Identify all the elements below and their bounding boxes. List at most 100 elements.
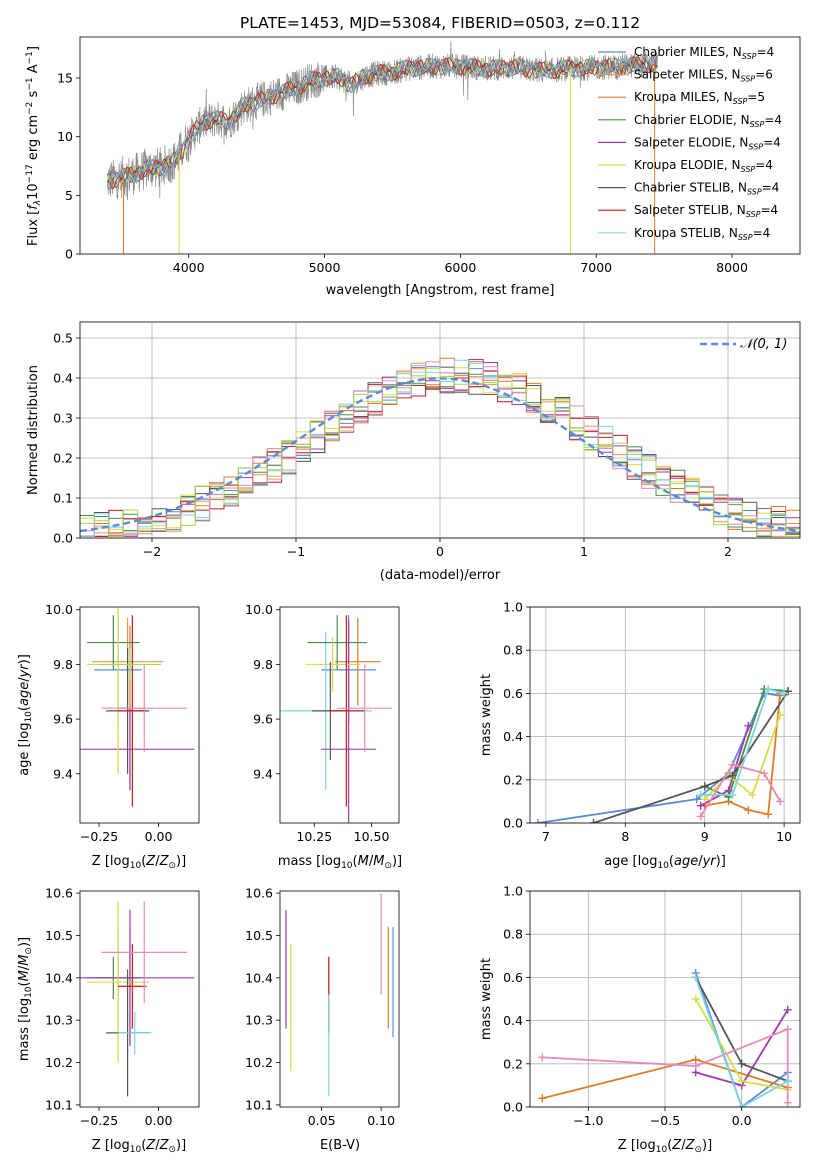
weight-marker	[780, 689, 789, 698]
y-tick-label: 9.6	[253, 712, 273, 727]
weight-marker	[737, 1077, 746, 1086]
age_vs_z-xlabel: Z [log10(Z/Z⊙)]	[92, 854, 186, 871]
y-tick-label: 10.1	[245, 1097, 273, 1112]
weight-marker	[783, 1025, 792, 1034]
y-tick-label: 0.4	[503, 729, 523, 744]
residual-histograms	[80, 357, 800, 538]
x-tick-label: 8000	[716, 260, 748, 275]
weight-marker	[691, 973, 700, 982]
mass_vs_ebv-xlabel: E(B-V)	[320, 1138, 360, 1153]
weight-marker	[691, 995, 700, 1003]
legend-label: Kroupa STELIB, NSSP=4	[634, 226, 770, 242]
y-tick-label: 10.3	[45, 1013, 73, 1028]
x-tick-label: 10.50	[354, 829, 390, 844]
y-tick-label: 0.0	[503, 816, 523, 831]
y-tick-label: 10	[57, 129, 73, 144]
weight-marker	[783, 1077, 792, 1086]
y-tick-label: 0.6	[503, 970, 523, 985]
mass_vs_z-ylabel: mass [log10(M/M⊙)]	[17, 937, 34, 1061]
weight-marker	[728, 760, 737, 769]
spectrum-legend: Chabrier MILES, NSSP=4 Salpeter MILES, NS…	[598, 45, 782, 242]
x-tick-label: 7000	[580, 260, 612, 275]
spectrum-frame	[79, 36, 801, 255]
weight-marker	[744, 806, 753, 815]
y-tick-label: 10.6	[45, 886, 73, 901]
legend-label: Kroupa ELODIE, NSSP=4	[634, 158, 773, 174]
model-spectrum-chabrier_stelib	[107, 55, 658, 189]
y-tick-label: 0.4	[53, 371, 73, 386]
x-tick-label: 2	[724, 544, 732, 559]
residuals-axes: −2 −1 0 1 2 0.0 0.1 0.2 0.3 0.4 0.5	[53, 322, 800, 559]
weight_vs_z-lines	[538, 969, 792, 1107]
age_vs_z-points	[80, 607, 195, 807]
age_vs_mass-points	[280, 615, 393, 823]
y-tick-label: 9.8	[253, 657, 273, 672]
spectrum-ylabel: Flux [fλ10−17 erg cm−2 s−1 A−1]	[25, 46, 43, 246]
weight-line-kroupa_elodie	[704, 714, 781, 800]
weight-marker	[724, 786, 733, 795]
age_vs_mass-frame	[279, 606, 400, 824]
spectrum-xlabel: wavelength [Angstrom, rest frame]	[326, 283, 555, 298]
y-tick-label: 0.2	[503, 772, 523, 787]
weight-marker	[696, 801, 705, 810]
x-tick-label: 5000	[309, 260, 341, 275]
y-tick-label: 10.6	[245, 886, 273, 901]
weight_vs_z-xlabel: Z [log10(Z/Z⊙)]	[618, 1138, 712, 1155]
y-tick-label: 1.0	[503, 600, 523, 615]
model-spectrum-chabrier_miles	[106, 57, 658, 190]
y-tick-label: 9.4	[53, 766, 73, 781]
spectrum-plot	[106, 41, 658, 254]
weight_vs_age-frame	[529, 606, 801, 824]
y-tick-label: 9.6	[53, 712, 73, 727]
y-tick-label: 9.4	[253, 766, 273, 781]
x-tick-label: 1	[580, 544, 588, 559]
y-tick-label: 10.3	[245, 1013, 273, 1028]
weight-marker	[696, 790, 705, 799]
weight-marker	[776, 797, 785, 806]
y-tick-label: 10.2	[245, 1055, 273, 1070]
weight-marker	[737, 1103, 746, 1107]
legend-label: Chabrier STELIB, NSSP=4	[634, 181, 779, 197]
legend-label: Chabrier MILES, NSSP=4	[634, 45, 774, 61]
y-tick-label: 10.4	[45, 970, 73, 985]
mass_vs_z-frame	[79, 890, 200, 1108]
weight-line-chabrier_stelib	[593, 690, 789, 823]
x-tick-label: 0.00	[145, 1113, 173, 1128]
mass_vs_ebv-points	[285, 893, 394, 1097]
model-spectrum-kroupa_stelib	[106, 54, 658, 189]
y-tick-label: 5	[65, 188, 73, 203]
residuals-frame	[79, 321, 801, 539]
weight-marker	[700, 782, 709, 791]
age_vs_z-axes: −0.25 0.00 9.4 9.6 9.8 10.0	[45, 602, 172, 844]
x-tick-label: 8	[621, 829, 629, 844]
weight-marker	[728, 771, 737, 780]
weight_vs_age-lines	[533, 685, 793, 823]
y-tick-label: 10.0	[245, 602, 273, 617]
mass_vs_z-points	[80, 901, 195, 1097]
weight_vs_age-axes: 7 8 9 10 0.0 0.2 0.4 0.6 0.8 1.0	[503, 600, 800, 844]
mass_vs_ebv-frame	[279, 890, 400, 1108]
y-tick-label: 0.8	[503, 643, 523, 658]
y-tick-label: 10.5	[245, 928, 273, 943]
weight-marker	[748, 790, 757, 799]
figure-title: PLATE=1453, MJD=53084, FIBERID=0503, z=0…	[240, 14, 640, 32]
y-tick-label: 10.2	[45, 1055, 73, 1070]
legend-label: Salpeter MILES, NSSP=6	[634, 68, 773, 84]
weight-marker	[760, 769, 769, 778]
y-tick-label: 0.5	[53, 331, 73, 346]
weight-marker	[696, 812, 705, 821]
weight-marker	[700, 795, 709, 804]
legend-label: Kroupa MILES, NSSP=5	[634, 90, 765, 106]
y-tick-label: 0.2	[503, 1056, 523, 1071]
y-tick-label: 0	[65, 247, 73, 262]
weight-line-kroupa_stelib	[700, 688, 785, 796]
model-spectrum-kroupa_elodie	[106, 56, 658, 187]
weight_vs_z-axes: −1.0 −0.5 0.0 0.0 0.2 0.4 0.6 0.8 1.0	[503, 884, 800, 1128]
x-tick-label: 7	[542, 829, 550, 844]
weight_vs_z-frame	[529, 890, 801, 1108]
residuals-xlabel: (data-model)/error	[380, 568, 501, 583]
x-tick-label: −0.25	[80, 1113, 118, 1128]
y-tick-label: 0.8	[503, 927, 523, 942]
y-tick-label: 10.5	[45, 928, 73, 943]
age_vs_mass-xlabel: mass [log10(M/M⊙)]	[278, 854, 402, 871]
